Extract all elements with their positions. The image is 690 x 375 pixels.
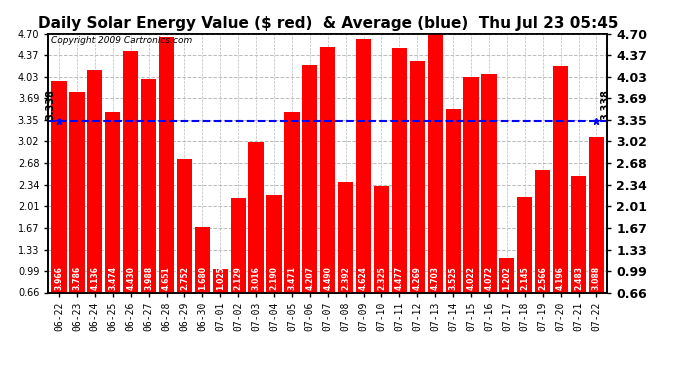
Text: 4.651: 4.651	[162, 266, 171, 290]
Bar	[302, 65, 317, 292]
Text: 2.325: 2.325	[377, 266, 386, 290]
Text: 3.088: 3.088	[592, 266, 601, 290]
Text: 3.016: 3.016	[252, 266, 261, 290]
Text: 4.477: 4.477	[395, 266, 404, 290]
Bar	[123, 51, 138, 292]
Bar	[141, 80, 156, 292]
Text: 3.474: 3.474	[108, 266, 117, 290]
Bar	[500, 258, 515, 292]
Text: 1.025: 1.025	[216, 266, 225, 290]
Text: 4.196: 4.196	[556, 266, 565, 290]
Bar	[230, 198, 246, 292]
Bar	[356, 39, 371, 292]
Bar	[266, 195, 282, 292]
Bar	[52, 81, 67, 292]
Text: 2.483: 2.483	[574, 266, 583, 290]
Text: 4.269: 4.269	[413, 266, 422, 290]
Title: Daily Solar Energy Value ($ red)  & Average (blue)  Thu Jul 23 05:45: Daily Solar Energy Value ($ red) & Avera…	[37, 16, 618, 31]
Bar	[320, 47, 335, 292]
Bar	[213, 269, 228, 292]
Bar	[535, 170, 551, 292]
Text: 4.207: 4.207	[306, 266, 315, 290]
Text: 1.680: 1.680	[198, 266, 207, 290]
Bar	[589, 137, 604, 292]
Bar	[195, 227, 210, 292]
Bar	[87, 70, 103, 292]
Text: 4.430: 4.430	[126, 266, 135, 290]
Text: 2.392: 2.392	[341, 266, 350, 290]
Text: 3.338: 3.338	[45, 89, 55, 120]
Bar	[248, 142, 264, 292]
Text: 3.471: 3.471	[288, 266, 297, 290]
Bar	[374, 186, 389, 292]
Text: 3.966: 3.966	[55, 266, 63, 290]
Text: 4.136: 4.136	[90, 266, 99, 290]
Text: 3.525: 3.525	[448, 266, 457, 290]
Bar	[410, 62, 425, 292]
Text: 4.072: 4.072	[484, 266, 493, 290]
Text: 2.566: 2.566	[538, 266, 547, 290]
Bar	[571, 176, 586, 292]
Text: 3.338: 3.338	[600, 89, 611, 120]
Bar	[338, 182, 353, 292]
Text: 3.786: 3.786	[72, 266, 81, 290]
Text: 4.490: 4.490	[323, 266, 333, 290]
Text: 2.129: 2.129	[234, 266, 243, 290]
Bar	[464, 77, 479, 292]
Bar	[70, 92, 85, 292]
Text: 3.988: 3.988	[144, 266, 153, 290]
Bar	[446, 109, 461, 292]
Text: 1.202: 1.202	[502, 266, 511, 290]
Text: 4.703: 4.703	[431, 266, 440, 290]
Bar	[482, 74, 497, 292]
Bar	[105, 112, 120, 292]
Text: 2.752: 2.752	[180, 266, 189, 290]
Text: 2.190: 2.190	[270, 266, 279, 290]
Bar	[159, 37, 174, 292]
Text: 4.022: 4.022	[466, 266, 475, 290]
Bar	[518, 197, 533, 292]
Bar	[284, 112, 299, 292]
Text: Copyright 2009 Cartronics.com: Copyright 2009 Cartronics.com	[51, 36, 193, 45]
Bar	[553, 66, 569, 292]
Text: 2.145: 2.145	[520, 266, 529, 290]
Text: 4.624: 4.624	[359, 266, 368, 290]
Bar	[428, 33, 443, 292]
Bar	[392, 48, 407, 292]
Bar	[177, 159, 192, 292]
